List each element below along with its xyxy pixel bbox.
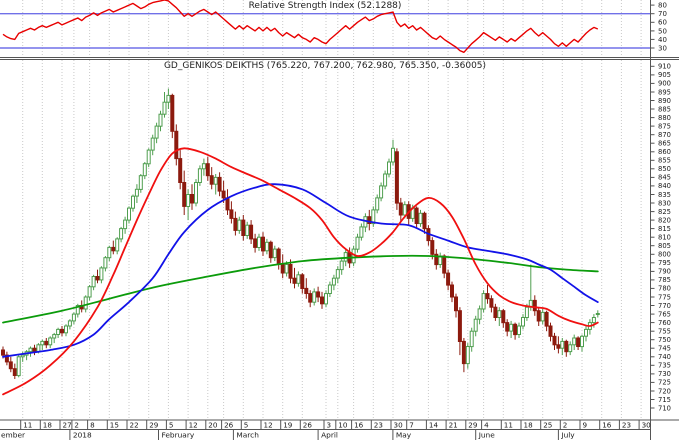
svg-text:770: 770	[658, 302, 671, 310]
svg-text:5: 5	[169, 421, 174, 430]
svg-text:740: 740	[658, 353, 671, 361]
svg-text:810: 810	[658, 234, 671, 242]
svg-text:11: 11	[23, 421, 32, 430]
svg-text:8: 8	[90, 421, 95, 430]
svg-text:2018: 2018	[73, 430, 92, 439]
svg-text:29: 29	[149, 421, 159, 430]
svg-text:9: 9	[583, 421, 588, 430]
svg-text:29: 29	[468, 421, 478, 430]
svg-text:26: 26	[303, 421, 313, 430]
svg-text:775: 775	[658, 293, 671, 301]
svg-text:720: 720	[658, 387, 671, 395]
svg-text:835: 835	[658, 191, 671, 199]
svg-text:830: 830	[658, 199, 671, 207]
svg-text:880: 880	[658, 114, 671, 122]
svg-text:30: 30	[642, 421, 652, 430]
svg-text:23: 23	[374, 421, 383, 430]
svg-text:80: 80	[658, 2, 667, 10]
svg-text:910: 910	[658, 63, 671, 71]
svg-text:19: 19	[283, 421, 293, 430]
svg-text:February: February	[162, 430, 195, 439]
svg-text:30: 30	[394, 421, 404, 430]
svg-text:March: March	[236, 430, 259, 439]
svg-text:715: 715	[658, 396, 671, 404]
svg-text:790: 790	[658, 268, 671, 276]
svg-text:800: 800	[658, 251, 671, 259]
svg-text:755: 755	[658, 328, 671, 336]
svg-text:745: 745	[658, 345, 671, 353]
svg-text:725: 725	[658, 379, 671, 387]
svg-text:June: June	[478, 430, 496, 439]
svg-text:18: 18	[524, 421, 534, 430]
svg-text:860: 860	[658, 148, 671, 156]
svg-text:825: 825	[658, 208, 671, 216]
svg-text:2: 2	[74, 421, 79, 430]
svg-text:855: 855	[658, 157, 671, 165]
svg-text:May: May	[396, 430, 412, 439]
svg-text:12: 12	[264, 421, 273, 430]
svg-text:750: 750	[658, 336, 671, 344]
svg-text:4: 4	[484, 421, 489, 430]
svg-text:850: 850	[658, 165, 671, 173]
svg-text:885: 885	[658, 105, 671, 113]
svg-text:5: 5	[244, 421, 249, 430]
svg-text:25: 25	[543, 421, 552, 430]
svg-text:840: 840	[658, 182, 671, 190]
svg-text:2: 2	[563, 421, 568, 430]
svg-text:70: 70	[658, 10, 667, 18]
svg-text:10: 10	[338, 421, 348, 430]
svg-text:21: 21	[449, 421, 458, 430]
svg-text:895: 895	[658, 88, 671, 96]
svg-text:900: 900	[658, 80, 671, 88]
svg-text:905: 905	[658, 71, 671, 79]
svg-text:780: 780	[658, 285, 671, 293]
svg-text:23: 23	[622, 421, 631, 430]
svg-text:820: 820	[658, 216, 671, 224]
svg-text:795: 795	[658, 259, 671, 267]
svg-text:765: 765	[658, 310, 671, 318]
svg-text:18: 18	[43, 421, 53, 430]
svg-text:14: 14	[429, 421, 439, 430]
svg-text:April: April	[321, 430, 338, 439]
svg-text:ember: ember	[1, 430, 26, 439]
svg-text:50: 50	[658, 27, 667, 35]
svg-text:30: 30	[658, 44, 667, 52]
svg-text:735: 735	[658, 362, 671, 370]
svg-text:40: 40	[658, 36, 667, 44]
svg-text:815: 815	[658, 225, 671, 233]
svg-text:20: 20	[208, 421, 218, 430]
svg-text:11: 11	[504, 421, 513, 430]
svg-text:22: 22	[130, 421, 139, 430]
svg-text:865: 865	[658, 140, 671, 148]
svg-text:60: 60	[658, 19, 667, 27]
svg-text:730: 730	[658, 370, 671, 378]
svg-text:15: 15	[110, 421, 119, 430]
svg-text:875: 875	[658, 122, 671, 130]
svg-text:16: 16	[354, 421, 364, 430]
svg-text:785: 785	[658, 276, 671, 284]
svg-text:845: 845	[658, 174, 671, 182]
svg-text:26: 26	[224, 421, 234, 430]
svg-text:16: 16	[602, 421, 612, 430]
svg-text:12: 12	[189, 421, 198, 430]
svg-text:870: 870	[658, 131, 671, 139]
svg-text:3: 3	[327, 421, 332, 430]
svg-text:July: July	[560, 430, 575, 439]
svg-text:805: 805	[658, 242, 671, 250]
svg-text:760: 760	[658, 319, 671, 327]
svg-text:27: 27	[63, 421, 72, 430]
svg-text:710: 710	[658, 404, 671, 412]
svg-text:890: 890	[658, 97, 671, 105]
svg-text:7: 7	[409, 421, 414, 430]
